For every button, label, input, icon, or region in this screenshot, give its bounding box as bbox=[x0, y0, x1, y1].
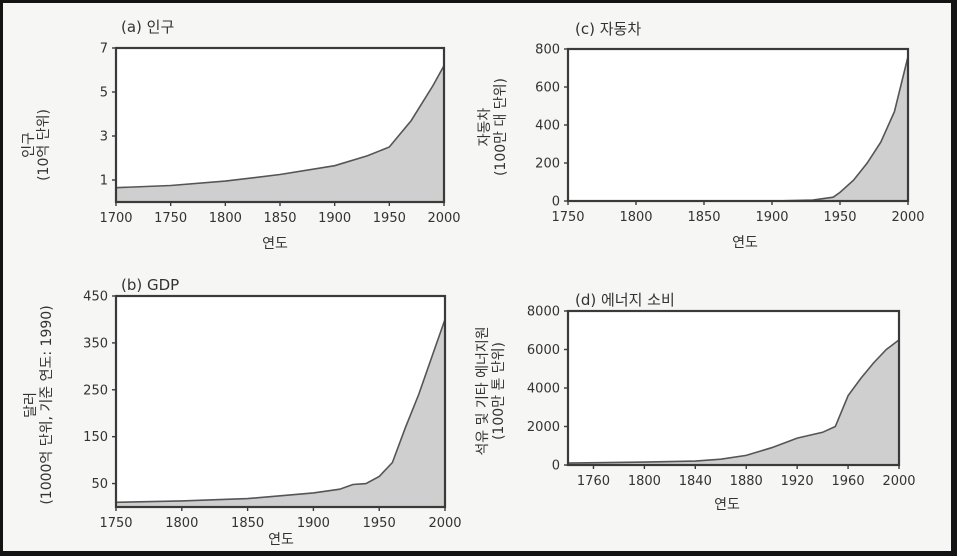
x-tick-label: 1900 bbox=[297, 516, 330, 531]
y-tick-label: 6000 bbox=[527, 343, 560, 358]
x-tick-label: 1750 bbox=[99, 516, 132, 531]
x-axis-label: 연도 bbox=[262, 236, 288, 252]
x-tick-label: 1800 bbox=[209, 211, 242, 226]
x-axis-label: 연도 bbox=[268, 532, 294, 548]
x-tick-label: 1850 bbox=[687, 210, 720, 225]
x-tick-label: 1950 bbox=[363, 516, 396, 531]
chart-title: (a) 인구 bbox=[121, 18, 174, 36]
x-tick-label: 1880 bbox=[730, 474, 763, 489]
x-tick-label: 1800 bbox=[628, 474, 661, 489]
y-tick-label: 3 bbox=[100, 130, 108, 145]
y-tick-label: 200 bbox=[535, 157, 560, 172]
x-tick-label: 1850 bbox=[263, 211, 296, 226]
y-axis-label: (100만 톤 단위) bbox=[491, 342, 507, 440]
y-tick-label: 400 bbox=[535, 119, 560, 134]
x-tick-label: 1960 bbox=[832, 474, 865, 489]
x-tick-label: 1700 bbox=[99, 211, 132, 226]
y-axis-label: (100만 대 단위) bbox=[493, 78, 509, 176]
y-tick-label: 250 bbox=[83, 383, 108, 398]
y-axis-label: 석유 및 기타 에너지원 bbox=[475, 326, 491, 455]
chart-panel-3: 50 150 250 350 450 1750 1800 1850 1900 1950 2000 (b… bbox=[23, 276, 462, 548]
x-tick-label: 2000 bbox=[428, 516, 461, 531]
chart-title: (d) 에너지 소비 bbox=[575, 291, 675, 309]
y-tick-label: 2000 bbox=[527, 420, 560, 435]
y-tick-label: 7 bbox=[100, 42, 108, 57]
y-axis-label: 자동차 bbox=[477, 108, 493, 147]
x-tick-label: 1950 bbox=[823, 210, 856, 225]
x-tick-label: 1950 bbox=[373, 211, 406, 226]
y-axis-label: (1000억 단위, 기준 연도: 1990) bbox=[39, 305, 55, 504]
chart-title: (b) GDP bbox=[121, 276, 179, 294]
chart-panel-1: 1 3 5 7 1700 1750 1800 1850 1900 1950 2000 (a) 인구연도… bbox=[21, 18, 461, 252]
chart-panel-2: 0 200 400 600 800 1750 1800 1850 1900 1950 2000 (c)… bbox=[477, 20, 925, 251]
y-tick-label: 1 bbox=[100, 174, 108, 189]
y-tick-label: 50 bbox=[91, 477, 108, 492]
y-tick-label: 350 bbox=[83, 336, 108, 351]
chart-panel-4: 0 2000 4000 6000 8000 1760 1800 1840 1880 1920 196… bbox=[475, 291, 916, 513]
x-tick-label: 1800 bbox=[165, 516, 198, 531]
x-axis-label: 연도 bbox=[714, 497, 740, 513]
y-tick-label: 0 bbox=[552, 459, 560, 474]
y-tick-label: 450 bbox=[83, 290, 108, 305]
x-tick-label: 2000 bbox=[891, 210, 924, 225]
x-tick-label: 1760 bbox=[577, 474, 610, 489]
chart-title: (c) 자동차 bbox=[575, 20, 641, 38]
y-axis-label: (10억 단위) bbox=[36, 109, 52, 181]
x-tick-label: 1750 bbox=[154, 211, 187, 226]
y-axis-label: 인구 bbox=[21, 132, 37, 158]
y-tick-label: 0 bbox=[552, 195, 560, 210]
x-tick-label: 2000 bbox=[427, 211, 460, 226]
x-tick-label: 1750 bbox=[551, 210, 584, 225]
x-axis-label: 연도 bbox=[732, 235, 758, 251]
chart-sheet: 1 3 5 7 1700 1750 1800 1850 1900 1950 2000 (a) 인구 연도… bbox=[3, 3, 951, 551]
x-tick-label: 2000 bbox=[882, 474, 915, 489]
x-tick-label: 1850 bbox=[231, 516, 264, 531]
x-tick-label: 1800 bbox=[619, 210, 652, 225]
y-tick-label: 150 bbox=[83, 430, 108, 445]
y-tick-label: 4000 bbox=[527, 382, 560, 397]
y-tick-label: 800 bbox=[535, 43, 560, 58]
x-tick-label: 1900 bbox=[318, 211, 351, 226]
y-tick-label: 600 bbox=[535, 81, 560, 96]
x-tick-label: 1920 bbox=[781, 474, 814, 489]
x-tick-label: 1900 bbox=[755, 210, 788, 225]
y-tick-label: 8000 bbox=[527, 305, 560, 320]
y-axis-label: 달러 bbox=[23, 392, 39, 418]
x-tick-label: 1840 bbox=[679, 474, 712, 489]
y-tick-label: 5 bbox=[100, 86, 108, 101]
